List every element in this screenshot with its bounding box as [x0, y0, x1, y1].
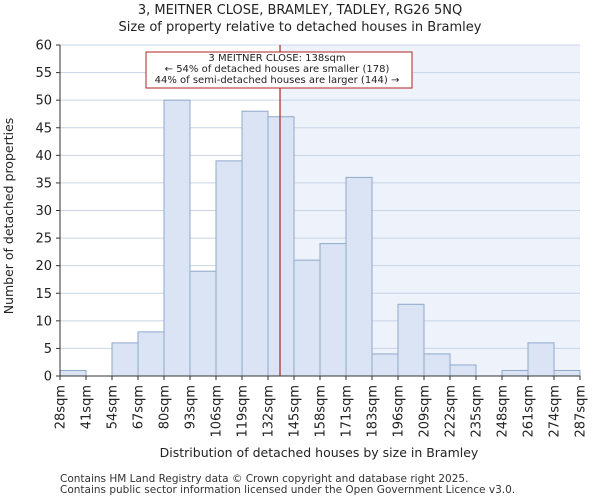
y-tick-label: 60 [35, 39, 52, 54]
x-tick-label: 54sqm [106, 385, 121, 429]
bar-80sqm [163, 99, 191, 377]
bar-158sqm [319, 243, 347, 377]
x-tick-label: 183sqm [366, 385, 381, 438]
x-tick-label: 171sqm [340, 385, 355, 438]
chart-subtitle: Size of property relative to detached ho… [118, 20, 482, 35]
bar-274sqm [553, 369, 581, 377]
x-axis-label: Distribution of detached houses by size … [160, 445, 479, 460]
x-tick-label: 209sqm [418, 385, 433, 438]
bar-145sqm [293, 259, 321, 377]
x-tick-label: 261sqm [522, 385, 537, 438]
footer-licence: Contains public sector information licen… [60, 484, 516, 496]
annotation-line-1: 3 MEITNER CLOSE: 138sqm [208, 53, 345, 64]
x-tick-label: 106sqm [210, 385, 225, 438]
x-tick-label: 287sqm [574, 385, 589, 438]
y-tick-label: 45 [35, 121, 52, 136]
x-tick-label: 145sqm [288, 385, 303, 438]
x-tick-label: 196sqm [392, 385, 407, 438]
bar-28sqm [59, 369, 87, 377]
bar-93sqm [189, 270, 217, 377]
y-tick-label: 5 [44, 342, 52, 357]
y-axis-label: Number of detached properties [1, 118, 16, 315]
y-tick-label: 20 [35, 259, 52, 274]
footer-copyright: Contains HM Land Registry data © Crown c… [60, 473, 469, 485]
x-tick-label: 235sqm [470, 385, 485, 438]
bar-106sqm [215, 160, 243, 377]
bar-54sqm [111, 342, 139, 377]
y-tick-label: 25 [35, 232, 52, 247]
bar-183sqm [371, 353, 399, 377]
x-tick-label: 67sqm [132, 385, 147, 429]
y-tick-label: 15 [35, 287, 52, 302]
y-tick-label: 35 [35, 176, 52, 191]
x-tick-label: 119sqm [236, 385, 251, 438]
bar-222sqm [449, 364, 477, 377]
bar-209sqm [423, 353, 451, 377]
bar-248sqm [501, 369, 529, 377]
x-tick-label: 248sqm [496, 385, 511, 438]
x-tick-label: 274sqm [548, 385, 563, 438]
x-tick-label: 93sqm [184, 385, 199, 429]
y-tick-label: 40 [35, 149, 52, 164]
x-tick-label: 41sqm [80, 385, 95, 429]
annotation-line-3: 44% of semi-detached houses are larger (… [155, 75, 400, 86]
y-tick-label: 0 [44, 370, 52, 385]
y-tick-label: 30 [35, 204, 52, 219]
bar-132sqm [267, 116, 295, 377]
y-tick-label: 10 [35, 314, 52, 329]
bar-261sqm [527, 342, 555, 377]
x-tick-label: 158sqm [314, 385, 329, 438]
x-tick-label: 80sqm [158, 385, 173, 429]
annotation-box: 3 MEITNER CLOSE: 138sqm ← 54% of detache… [145, 51, 413, 89]
bar-171sqm [345, 176, 373, 377]
y-tick-label: 55 [35, 66, 52, 81]
x-tick-label: 132sqm [262, 385, 277, 438]
bar-196sqm [397, 303, 425, 377]
x-tick-label: 28sqm [54, 385, 69, 429]
bar-67sqm [137, 331, 165, 377]
chart-title: 3, MEITNER CLOSE, BRAMLEY, TADLEY, RG26 … [137, 3, 463, 18]
bar-119sqm [241, 110, 269, 377]
x-tick-label: 222sqm [444, 385, 459, 438]
annotation-line-2: ← 54% of detached houses are smaller (17… [165, 64, 390, 75]
y-tick-label: 50 [35, 94, 52, 109]
